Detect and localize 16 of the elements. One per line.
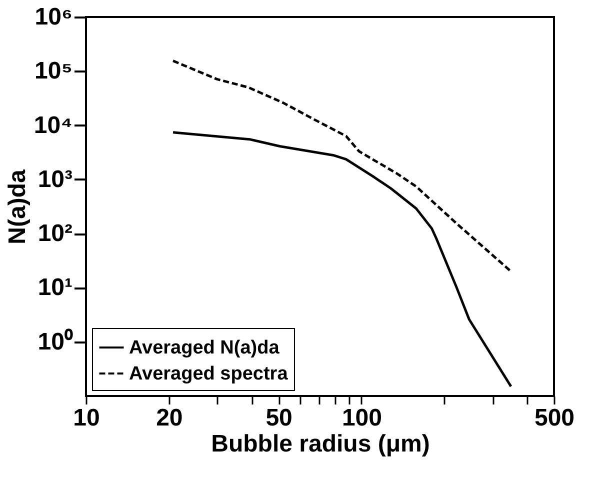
x-axis-title: Bubble radius (μm)	[211, 430, 430, 458]
legend-label: Averaged N(a)da	[129, 338, 280, 358]
x-tick-label: 10	[73, 404, 100, 432]
y-tick-label: 10¹	[38, 274, 73, 302]
y-tick-label: 10²	[38, 220, 73, 248]
y-tick-label: 10⁶	[34, 4, 72, 30]
x-tick-label: 100	[342, 404, 382, 432]
y-tick-label: 10⁵	[34, 58, 72, 85]
x-tick-label: 50	[266, 404, 292, 432]
legend-label: Averaged spectra	[129, 364, 288, 384]
y-axis-title: N(a)da	[4, 169, 31, 244]
y-tick-label: 10⁴	[34, 112, 72, 139]
y-tick-label: 10³	[38, 166, 73, 193]
y-tick-label: 10⁰	[38, 328, 74, 356]
x-tick-label: 20	[156, 404, 183, 432]
x-tick-label: 500	[534, 404, 575, 432]
